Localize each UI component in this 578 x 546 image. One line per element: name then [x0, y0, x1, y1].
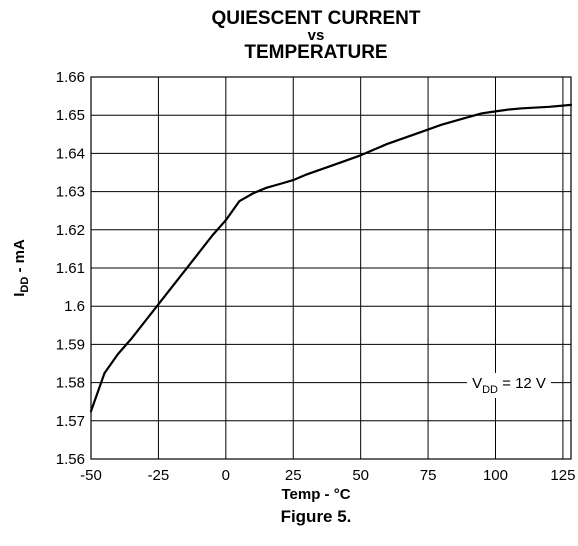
x-tick-label: 0 — [222, 467, 230, 484]
y-tick-label: 1.64 — [56, 145, 85, 162]
y-tick-labels: 1.56 1.57 1.58 1.59 1.6 1.61 1.62 1.63 1.64 1.65 1… — [56, 69, 85, 468]
y-tick-label: 1.61 — [56, 260, 85, 277]
vdd-annotation: VDD = 12 V — [472, 375, 546, 396]
annotation-subscript: DD — [482, 384, 498, 396]
series-line — [89, 103, 573, 413]
grid — [90, 76, 571, 460]
y-tick-label: 1.65 — [56, 107, 85, 124]
y-tick-label: 1.58 — [56, 375, 85, 392]
x-tick-label: 75 — [420, 467, 437, 484]
x-tick-label: 125 — [550, 467, 575, 484]
chart-title-line-1: QUIESCENT CURRENT — [211, 8, 420, 29]
y-tick-label: 1.56 — [56, 451, 85, 468]
x-axis-label: Temp - °C — [281, 486, 350, 503]
chart-title-line-2: vs — [308, 27, 325, 44]
y-tick-label: 1.63 — [56, 184, 85, 201]
chart-title: QUIESCENT CURRENT vs TEMPERATURE — [211, 8, 420, 63]
y-tick-label: 1.57 — [56, 413, 85, 430]
x-tick-label: -50 — [80, 467, 102, 484]
y-axis-label-rest: - mA — [11, 239, 28, 277]
annotation-background — [467, 373, 551, 398]
y-axis-label: IDD - mA — [11, 239, 31, 297]
figure-caption: Figure 5. — [281, 507, 352, 526]
y-axis-label-main: I — [11, 293, 28, 297]
x-tick-labels: -50 -25 0 25 50 75 100 125 — [80, 467, 575, 484]
y-axis-label-subscript: DD — [19, 277, 31, 293]
y-tick-label: 1.62 — [56, 222, 85, 239]
annotation-main: V — [472, 375, 482, 392]
x-tick-label: 25 — [285, 467, 302, 484]
plot-frame — [90, 76, 572, 460]
chart-title-line-3: TEMPERATURE — [244, 42, 387, 63]
y-tick-label: 1.59 — [56, 336, 85, 353]
y-tick-label: 1.6 — [64, 298, 85, 315]
x-tick-label: -25 — [148, 467, 170, 484]
x-tick-label: 100 — [483, 467, 508, 484]
y-tick-label: 1.66 — [56, 69, 85, 86]
annotation-rest: = 12 V — [498, 375, 546, 392]
x-tick-label: 50 — [352, 467, 369, 484]
